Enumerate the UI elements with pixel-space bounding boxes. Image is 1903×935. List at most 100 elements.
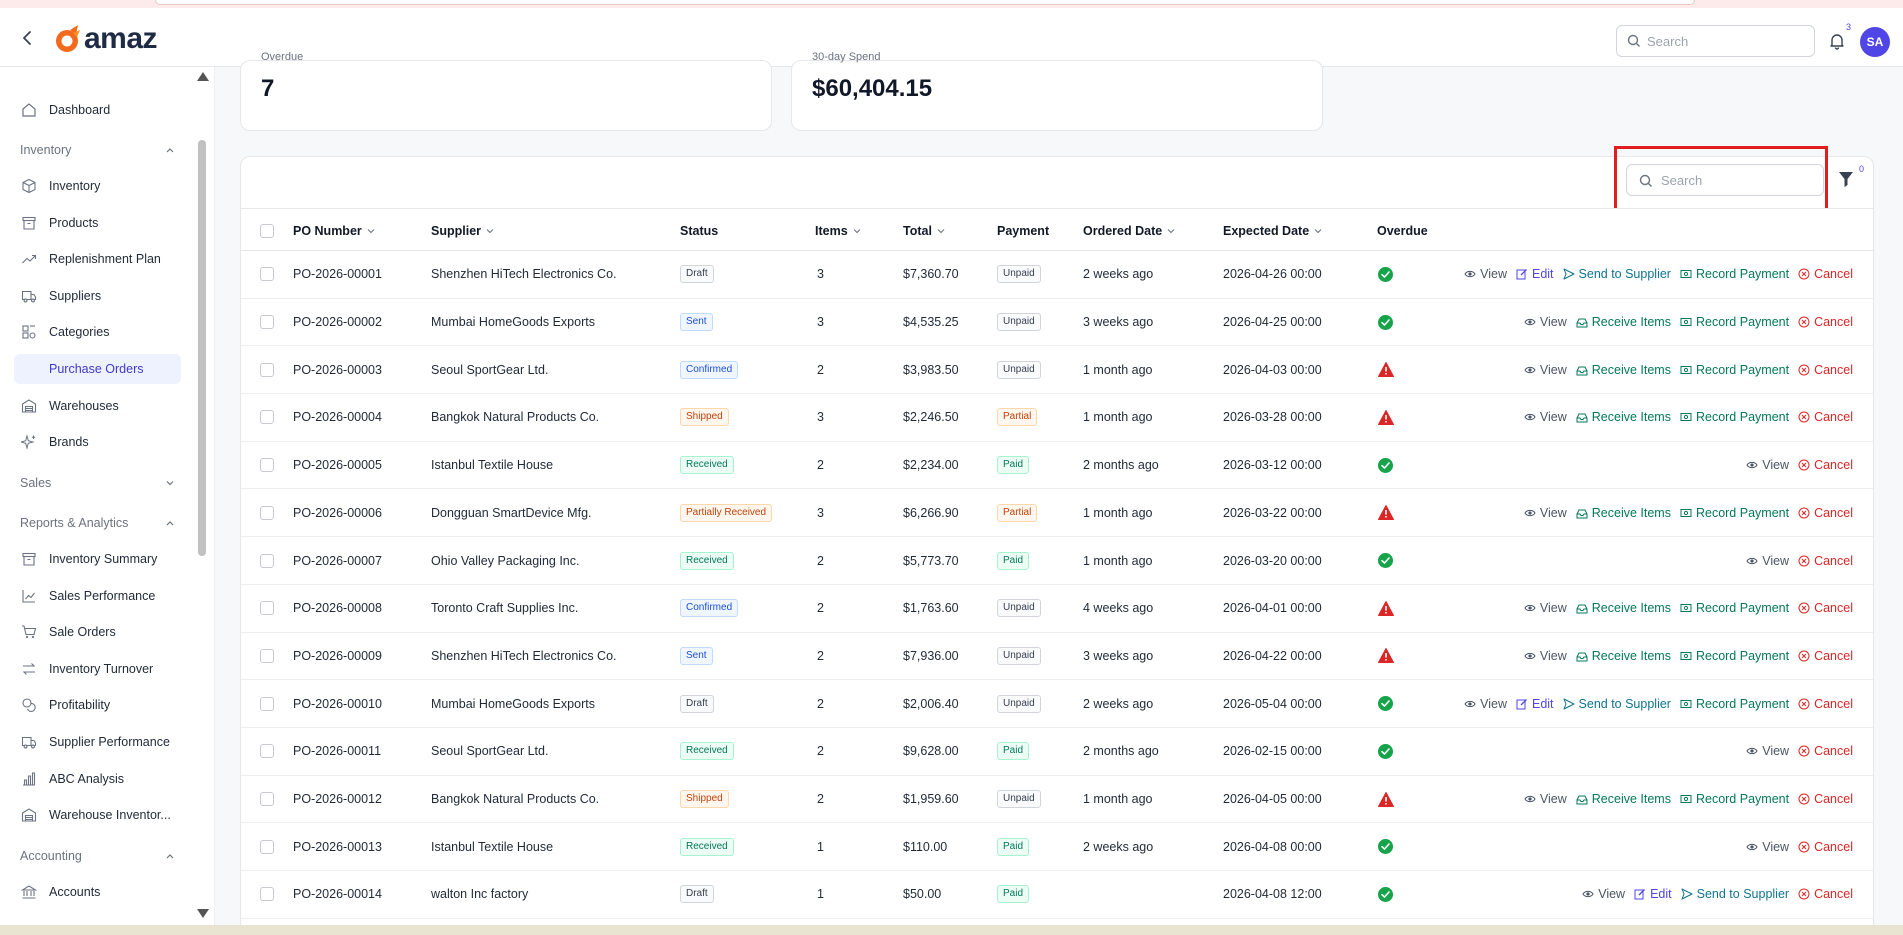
sidebar-section-sales[interactable]: Sales bbox=[20, 472, 175, 494]
row-checkbox[interactable] bbox=[260, 458, 274, 473]
edit-button[interactable]: Edit bbox=[1516, 697, 1554, 711]
po-number[interactable]: PO-2026-00014 bbox=[293, 887, 382, 902]
sidebar-item-categories[interactable]: Categories bbox=[14, 317, 181, 347]
table-row[interactable]: PO-2026-00005 Istanbul Textile House Recei… bbox=[241, 441, 1873, 490]
row-checkbox[interactable] bbox=[260, 601, 274, 616]
receive-items-button[interactable]: Receive Items bbox=[1576, 601, 1671, 615]
sidebar-section-accounting[interactable]: Accounting bbox=[20, 845, 175, 867]
cancel-button[interactable]: Cancel bbox=[1798, 887, 1853, 901]
table-row[interactable]: PO-2026-00003 Seoul SportGear Ltd. Confirm… bbox=[241, 346, 1873, 395]
view-button[interactable]: View bbox=[1524, 506, 1567, 520]
cancel-button[interactable]: Cancel bbox=[1798, 506, 1853, 520]
receive-items-button[interactable]: Receive Items bbox=[1576, 410, 1671, 424]
record-payment-button[interactable]: Record Payment bbox=[1680, 601, 1789, 615]
po-number[interactable]: PO-2026-00001 bbox=[293, 267, 382, 282]
table-search-input[interactable]: Search bbox=[1626, 164, 1824, 196]
sidebar-item-replenishment-plan[interactable]: Replenishment Plan bbox=[14, 244, 181, 274]
cancel-button[interactable]: Cancel bbox=[1798, 363, 1853, 377]
table-row[interactable]: PO-2026-00010 Mumbai HomeGoods Exports Dra… bbox=[241, 680, 1873, 728]
row-checkbox[interactable] bbox=[260, 505, 274, 520]
row-checkbox[interactable] bbox=[260, 696, 274, 711]
col-total[interactable]: Total bbox=[903, 209, 945, 252]
cancel-button[interactable]: Cancel bbox=[1798, 601, 1853, 615]
receive-items-button[interactable]: Receive Items bbox=[1576, 792, 1671, 806]
sidebar-item-abc-analysis[interactable]: ABC Analysis bbox=[14, 764, 181, 794]
view-button[interactable]: View bbox=[1524, 649, 1567, 663]
row-checkbox[interactable] bbox=[260, 315, 274, 330]
view-button[interactable]: View bbox=[1746, 744, 1789, 758]
cancel-button[interactable]: Cancel bbox=[1798, 554, 1853, 568]
view-button[interactable]: View bbox=[1746, 840, 1789, 854]
edit-button[interactable]: Edit bbox=[1516, 267, 1554, 281]
receive-items-button[interactable]: Receive Items bbox=[1576, 315, 1671, 329]
view-button[interactable]: View bbox=[1464, 267, 1507, 281]
table-row[interactable]: PO-2026-00009 Shenzhen HiTech Electronics… bbox=[241, 632, 1873, 681]
global-search-input[interactable]: Search bbox=[1616, 25, 1815, 57]
view-button[interactable]: View bbox=[1524, 315, 1567, 329]
scroll-down-arrow[interactable] bbox=[197, 909, 209, 918]
sidebar-item-profitability[interactable]: Profitability bbox=[14, 690, 181, 720]
table-row[interactable]: PO-2026-00013 Istanbul Textile House Recei… bbox=[241, 823, 1873, 872]
po-number[interactable]: PO-2026-00007 bbox=[293, 553, 382, 568]
record-payment-button[interactable]: Record Payment bbox=[1680, 506, 1789, 520]
po-number[interactable]: PO-2026-00006 bbox=[293, 505, 382, 520]
row-checkbox[interactable] bbox=[260, 648, 274, 663]
cancel-button[interactable]: Cancel bbox=[1798, 744, 1853, 758]
row-checkbox[interactable] bbox=[260, 410, 274, 425]
filter-icon[interactable] bbox=[1838, 170, 1854, 188]
cancel-button[interactable]: Cancel bbox=[1798, 267, 1853, 281]
col-expected-date[interactable]: Expected Date bbox=[1223, 209, 1322, 252]
record-payment-button[interactable]: Record Payment bbox=[1680, 315, 1789, 329]
record-payment-button[interactable]: Record Payment bbox=[1680, 363, 1789, 377]
back-arrow-icon[interactable] bbox=[20, 30, 36, 46]
sidebar-scrollbar[interactable] bbox=[198, 140, 206, 556]
table-row[interactable]: PO-2026-00008 Toronto Craft Supplies Inc.… bbox=[241, 584, 1873, 633]
row-checkbox[interactable] bbox=[260, 887, 274, 902]
row-checkbox[interactable] bbox=[260, 553, 274, 568]
table-row[interactable]: PO-2026-00012 Bangkok Natural Products Co… bbox=[241, 775, 1873, 824]
sidebar-item-inventory[interactable]: Inventory bbox=[14, 171, 181, 201]
po-number[interactable]: PO-2026-00008 bbox=[293, 601, 382, 616]
receive-items-button[interactable]: Receive Items bbox=[1576, 649, 1671, 663]
table-row[interactable]: PO-2026-00004 Bangkok Natural Products Co… bbox=[241, 394, 1873, 442]
bell-icon[interactable] bbox=[1828, 32, 1846, 50]
po-number[interactable]: PO-2026-00005 bbox=[293, 458, 382, 473]
sidebar-item-inventory-summary[interactable]: Inventory Summary bbox=[14, 544, 181, 574]
cancel-button[interactable]: Cancel bbox=[1798, 649, 1853, 663]
cancel-button[interactable]: Cancel bbox=[1798, 410, 1853, 424]
send-to-supplier-button[interactable]: Send to Supplier bbox=[1563, 697, 1671, 711]
sidebar-item-dashboard[interactable]: Dashboard bbox=[14, 95, 181, 125]
row-checkbox[interactable] bbox=[260, 839, 274, 854]
receive-items-button[interactable]: Receive Items bbox=[1576, 363, 1671, 377]
sidebar-section-reports-analytics[interactable]: Reports & Analytics bbox=[20, 512, 175, 534]
sidebar-section-inventory[interactable]: Inventory bbox=[20, 139, 175, 161]
record-payment-button[interactable]: Record Payment bbox=[1680, 697, 1789, 711]
view-button[interactable]: View bbox=[1464, 697, 1507, 711]
record-payment-button[interactable]: Record Payment bbox=[1680, 267, 1789, 281]
table-row[interactable]: PO-2026-00001 Shenzhen HiTech Electronics… bbox=[241, 251, 1873, 299]
receive-items-button[interactable]: Receive Items bbox=[1576, 506, 1671, 520]
view-button[interactable]: View bbox=[1524, 601, 1567, 615]
po-number[interactable]: PO-2026-00004 bbox=[293, 410, 382, 425]
select-all-checkbox[interactable] bbox=[260, 223, 274, 238]
cancel-button[interactable]: Cancel bbox=[1798, 458, 1853, 472]
sidebar-item-supplier-performance[interactable]: Supplier Performance bbox=[14, 727, 181, 757]
sidebar-item-suppliers[interactable]: Suppliers bbox=[14, 281, 181, 311]
view-button[interactable]: View bbox=[1746, 458, 1789, 472]
avatar[interactable]: SA bbox=[1860, 27, 1890, 57]
cancel-button[interactable]: Cancel bbox=[1798, 840, 1853, 854]
sidebar-item-products[interactable]: Products bbox=[14, 208, 181, 238]
table-row[interactable]: PO-2026-00014 walton Inc factory Draft 1 $50… bbox=[241, 871, 1873, 919]
sidebar-item-sales-performance[interactable]: Sales Performance bbox=[14, 581, 181, 611]
view-button[interactable]: View bbox=[1524, 363, 1567, 377]
col-items[interactable]: Items bbox=[815, 209, 861, 252]
sidebar-item-sale-orders[interactable]: Sale Orders bbox=[14, 617, 181, 647]
po-number[interactable]: PO-2026-00011 bbox=[293, 744, 382, 759]
send-to-supplier-button[interactable]: Send to Supplier bbox=[1681, 887, 1789, 901]
record-payment-button[interactable]: Record Payment bbox=[1680, 792, 1789, 806]
scroll-up-arrow[interactable] bbox=[197, 72, 209, 81]
sidebar-item-purchase-orders[interactable]: Purchase Orders bbox=[14, 354, 181, 384]
send-to-supplier-button[interactable]: Send to Supplier bbox=[1563, 267, 1671, 281]
po-number[interactable]: PO-2026-00003 bbox=[293, 362, 382, 377]
sidebar-item-warehouses[interactable]: Warehouses bbox=[14, 391, 181, 421]
